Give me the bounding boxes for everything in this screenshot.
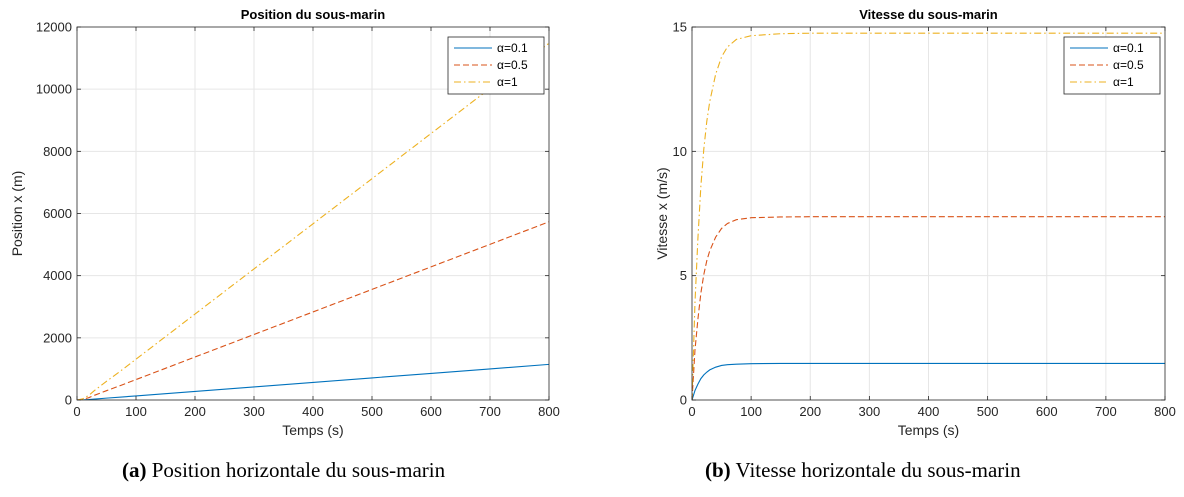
vit-series-line-2: [692, 32, 1165, 400]
vit-legend-label-0: α=0.1: [1113, 41, 1144, 55]
pos-chart-title: Position du sous-marin: [241, 7, 386, 22]
pos-xtick-label: 600: [420, 404, 442, 419]
vit-x-axis-label: Temps (s): [898, 422, 959, 438]
pos-xtick-label: 500: [361, 404, 383, 419]
pos-ytick-label: 12000: [36, 20, 72, 35]
vit-chart-title: Vitesse du sous-marin: [859, 7, 998, 22]
vit-ytick-label: 15: [673, 20, 687, 35]
vit-xtick-label: 600: [1036, 404, 1058, 419]
vit-xtick-label: 100: [740, 404, 762, 419]
vit-legend: [1063, 36, 1161, 95]
vit-ytick-label: 5: [680, 268, 687, 283]
figure: 0 100 200 300 400 500 600 700 800020004000600080…: [9, 7, 1176, 438]
vit-series-line-0: [692, 362, 1165, 400]
caption-b-label: (b): [705, 458, 731, 482]
caption-a-text: Position horizontale du sous-marin: [151, 458, 446, 482]
pos-series-line-2: [77, 42, 549, 400]
pos-ytick-label: 4000: [43, 268, 72, 283]
pos-legend-label-1: α=0.5: [497, 58, 528, 72]
vit-y-axis-label: Vitesse x (m/s): [654, 167, 670, 259]
vit-legend-label-1: α=0.5: [1113, 58, 1144, 72]
pos-ytick-label: 0: [65, 393, 72, 408]
vit-xtick-label: 800: [1154, 404, 1176, 419]
vit-xtick-label: 500: [977, 404, 999, 419]
caption-b: (b) Vitesse horizontale du sous-marin: [705, 458, 1021, 483]
pos-ytick-label: 8000: [43, 144, 72, 159]
vit-xtick-label: 700: [1095, 404, 1117, 419]
pos-xtick-label: 700: [479, 404, 501, 419]
vit-xtick-label: 200: [799, 404, 821, 419]
caption-a: (a) Position horizontale du sous-marin: [122, 458, 445, 483]
vit-xtick-label: 0: [688, 404, 695, 419]
velocity-chart: 0 100 200 300 400 500 600 700 800 0 5 10 15 Vitesse d…: [654, 7, 1176, 438]
pos-series-line-1: [77, 221, 549, 400]
pos-xtick-label: 100: [125, 404, 147, 419]
pos-xtick-label: 400: [302, 404, 324, 419]
pos-xtick-label: 800: [538, 404, 560, 419]
pos-y-axis-label: Position x (m): [9, 171, 25, 257]
vit-xtick-label: 300: [859, 404, 881, 419]
vit-ytick-label: 10: [673, 144, 687, 159]
position-chart: 0 100 200 300 400 500 600 700 800020004000600080…: [9, 7, 560, 438]
caption-b-text: Vitesse horizontale du sous-marin: [735, 458, 1021, 482]
vit-xtick-label: 400: [918, 404, 940, 419]
pos-series-line-0: [77, 363, 549, 400]
vit-series-line-1: [692, 216, 1165, 400]
pos-ytick-label: 6000: [43, 206, 72, 221]
caption-a-label: (a): [122, 458, 147, 482]
pos-xtick-label: 200: [184, 404, 206, 419]
pos-xtick-label: 0: [73, 404, 80, 419]
pos-legend-label-0: α=0.1: [497, 41, 528, 55]
pos-ytick-label: 10000: [36, 82, 72, 97]
vit-legend-label-2: α=1: [1113, 75, 1134, 89]
pos-ytick-label: 2000: [43, 330, 72, 345]
vit-ytick-label: 0: [680, 393, 687, 408]
pos-legend: [447, 36, 545, 95]
pos-xtick-label: 300: [243, 404, 265, 419]
pos-x-axis-label: Temps (s): [282, 422, 343, 438]
pos-legend-label-2: α=1: [497, 75, 518, 89]
